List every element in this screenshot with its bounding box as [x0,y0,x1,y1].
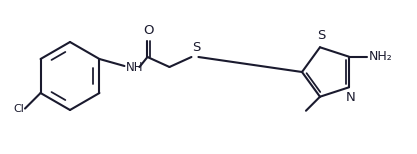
Text: S: S [192,41,201,54]
Text: NH: NH [126,61,143,73]
Text: Cl: Cl [13,103,24,113]
Text: S: S [317,29,325,42]
Text: N: N [346,91,356,104]
Text: O: O [143,24,154,37]
Text: NH₂: NH₂ [369,50,393,63]
